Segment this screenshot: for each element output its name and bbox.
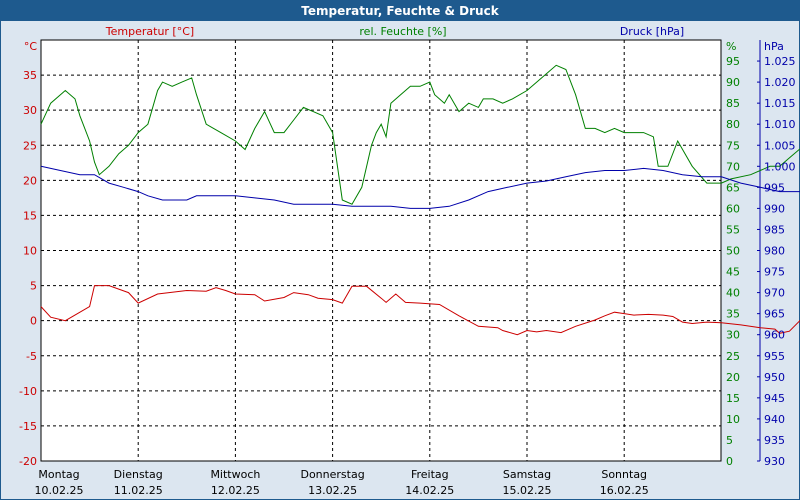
axes — [40, 39, 761, 462]
x-date-label: 13.02.25 — [308, 484, 357, 497]
chart-title: Temperatur, Feuchte & Druck — [1, 1, 799, 21]
humidity-tick-label: 0 — [726, 455, 733, 468]
temperature-tick-label: 5 — [30, 280, 37, 293]
x-day-label: Donnerstag — [300, 468, 364, 481]
pressure-tick-label: 965 — [764, 308, 785, 321]
series-line-pressure — [40, 165, 800, 209]
humidity-tick-label: 15 — [726, 392, 740, 405]
pressure-tick-label: 970 — [764, 287, 785, 300]
pressure-tick-label: 940 — [764, 413, 785, 426]
humidity-tick-label: 45 — [726, 266, 740, 279]
pressure-tick-label: 1.000 — [764, 160, 796, 173]
x-day-label: Freitag — [411, 468, 449, 481]
pressure-tick-label: 1.015 — [764, 97, 796, 110]
temperature-tick-label: 15 — [23, 209, 37, 222]
humidity-tick-label: 35 — [726, 308, 740, 321]
humidity-tick-label: 90 — [726, 76, 740, 89]
pressure-tick-label: 955 — [764, 350, 785, 363]
humidity-unit-label: % — [726, 40, 736, 53]
humidity-tick-label: 30 — [726, 329, 740, 342]
grid — [41, 40, 721, 461]
x-day-label: Dienstag — [114, 468, 163, 481]
x-date-label: 11.02.25 — [114, 484, 163, 497]
pressure-tick-label: 975 — [764, 266, 785, 279]
pressure-tick-label: 945 — [764, 392, 785, 405]
humidity-tick-label: 65 — [726, 181, 740, 194]
humidity-tick-label: 55 — [726, 223, 740, 236]
x-date-label: 12.02.25 — [211, 484, 260, 497]
temperature-axis-title: Temperatur [°C] — [105, 25, 194, 38]
humidity-tick-label: 75 — [726, 139, 740, 152]
humidity-axis-title: rel. Feuchte [%] — [359, 25, 446, 38]
humidity-tick-label: 60 — [726, 202, 740, 215]
pressure-tick-label: 980 — [764, 245, 785, 258]
pressure-tick-label: 990 — [764, 202, 785, 215]
temperature-tick-label: 10 — [23, 245, 37, 258]
pressure-tick-label: 930 — [764, 455, 785, 468]
humidity-tick-label: 70 — [726, 160, 740, 173]
temperature-tick-label: -20 — [19, 455, 37, 468]
pressure-unit-label: hPa — [764, 40, 784, 53]
temperature-tick-label: -15 — [19, 420, 37, 433]
temperature-tick-label: -10 — [19, 385, 37, 398]
humidity-tick-label: 20 — [726, 371, 740, 384]
temperature-unit-label: °C — [24, 40, 38, 53]
x-day-label: Montag — [38, 468, 79, 481]
pressure-axis-title: Druck [hPa] — [620, 25, 684, 38]
series-lines — [40, 64, 800, 336]
pressure-tick-label: 995 — [764, 181, 785, 194]
x-day-label: Sonntag — [601, 468, 647, 481]
pressure-tick-label: 1.025 — [764, 55, 796, 68]
plot-border — [40, 39, 722, 462]
temperature-tick-label: 35 — [23, 69, 37, 82]
humidity-tick-label: 85 — [726, 97, 740, 110]
temperature-tick-label: 30 — [23, 104, 37, 117]
x-date-label: 16.02.25 — [600, 484, 649, 497]
x-date-label: 15.02.25 — [503, 484, 552, 497]
x-day-label: Samstag — [503, 468, 551, 481]
humidity-tick-label: 95 — [726, 55, 740, 68]
temperature-tick-label: 0 — [30, 315, 37, 328]
temperature-tick-label: 25 — [23, 139, 37, 152]
pressure-tick-label: 985 — [764, 223, 785, 236]
pressure-tick-label: 1.020 — [764, 76, 796, 89]
x-day-label: Mittwoch — [210, 468, 260, 481]
humidity-tick-label: 80 — [726, 118, 740, 131]
temperature-tick-label: -5 — [26, 350, 37, 363]
pressure-tick-label: 950 — [764, 371, 785, 384]
humidity-tick-label: 25 — [726, 350, 740, 363]
series-line-temperature — [40, 285, 800, 336]
series-line-humidity — [40, 64, 800, 205]
humidity-tick-label: 5 — [726, 434, 733, 447]
humidity-tick-label: 40 — [726, 287, 740, 300]
axis-labels: -20 -15 -10 -5 0 5 10 15 20 25 30 35 °C 0 5 10 15 20 25 30 3… — [19, 25, 795, 497]
x-date-label: 14.02.25 — [405, 484, 454, 497]
humidity-tick-label: 10 — [726, 413, 740, 426]
pressure-tick-label: 960 — [764, 329, 785, 342]
temperature-tick-label: 20 — [23, 174, 37, 187]
pressure-tick-label: 1.010 — [764, 118, 796, 131]
pressure-tick-label: 1.005 — [764, 139, 796, 152]
x-date-label: 10.02.25 — [35, 484, 84, 497]
humidity-tick-label: 50 — [726, 245, 740, 258]
pressure-tick-label: 935 — [764, 434, 785, 447]
